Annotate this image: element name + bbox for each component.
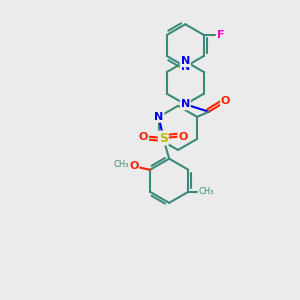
Text: CH₃: CH₃ (198, 187, 214, 196)
Text: N: N (154, 112, 164, 122)
Text: N: N (181, 62, 190, 72)
Text: F: F (217, 30, 224, 40)
Text: O: O (139, 132, 148, 142)
Text: N: N (181, 56, 190, 66)
Text: CH₃: CH₃ (114, 160, 129, 169)
Text: O: O (129, 161, 139, 171)
Text: N: N (181, 99, 190, 110)
Text: O: O (221, 96, 230, 106)
Text: S: S (159, 132, 168, 145)
Text: O: O (178, 132, 188, 142)
